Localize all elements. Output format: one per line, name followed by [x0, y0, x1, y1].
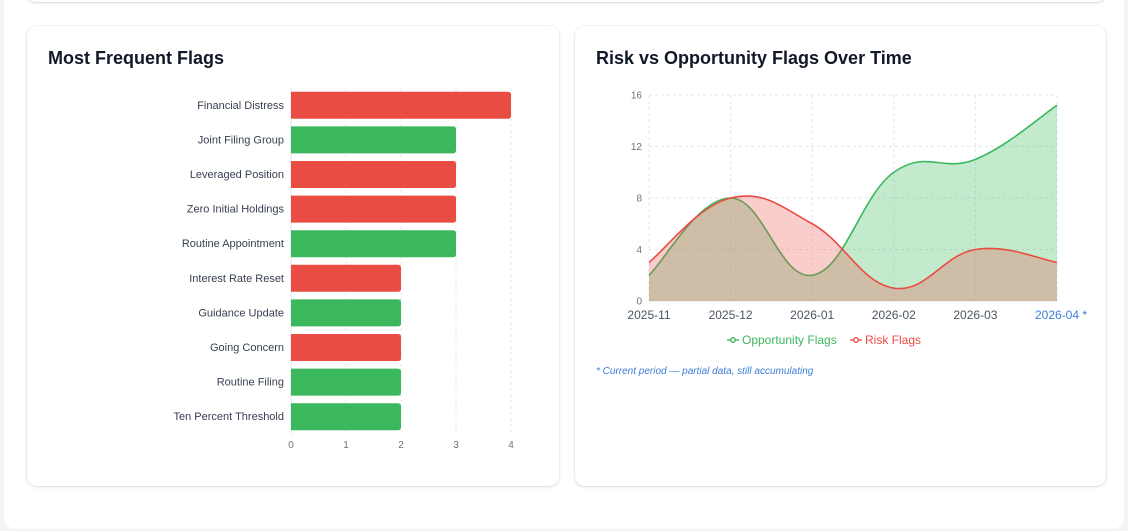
- legend-marker-opportunity-flags: [730, 337, 736, 343]
- bar-ten-percent-threshold[interactable]: [291, 403, 401, 431]
- x-tick-label: 2025-12: [709, 308, 753, 322]
- x-tick-label: 2026-01: [790, 308, 834, 322]
- category-label: Ten Percent Threshold: [174, 411, 284, 423]
- category-label: Routine Appointment: [182, 238, 284, 250]
- opportunity-flags-area: [649, 105, 1057, 301]
- bar-routine-appointment[interactable]: [291, 230, 456, 258]
- y-tick-label: 12: [631, 142, 643, 153]
- bar-guidance-update[interactable]: [291, 299, 401, 327]
- category-label: Joint Filing Group: [198, 134, 284, 146]
- category-label: Financial Distress: [197, 100, 284, 112]
- x-tick-label: 2025-11: [627, 308, 670, 322]
- line-chart-title: Risk vs Opportunity Flags Over Time: [596, 48, 912, 68]
- bar-leveraged-position[interactable]: [291, 161, 456, 188]
- most-frequent-flags-card: Most Frequent Flags 0 1 2 3 4 Financial Distr…: [27, 26, 559, 486]
- x-tick-label: 2026-04 *: [1035, 308, 1087, 322]
- risk-flags-area: [649, 195, 1057, 301]
- x-tick-label: 2026-03: [953, 308, 997, 322]
- area-chart: 0 4 8 12 16 2025-11 2025-12 2026-01 2026-02 2026-…: [627, 91, 1087, 348]
- bar-interest-rate-reset[interactable]: [291, 264, 401, 292]
- x-tick-label: 2026-02: [872, 308, 916, 322]
- bar-routine-filing[interactable]: [291, 368, 401, 396]
- top-card: [26, 0, 1106, 2]
- risk-vs-opportunity-card: Risk vs Opportunity Flags Over Time 0 4 8 1…: [575, 26, 1106, 486]
- bar-chart-title: Most Frequent Flags: [48, 48, 225, 68]
- legend-marker-risk-flags: [853, 337, 859, 343]
- category-label: Guidance Update: [198, 307, 284, 319]
- y-tick-label: 0: [636, 297, 642, 308]
- bar-chart: 0 1 2 3 4 Financial Distress Joint Filing Grou…: [174, 88, 514, 451]
- x-tick-label: 2: [398, 440, 404, 451]
- legend-label-opportunity-flags[interactable]: Opportunity Flags: [742, 333, 837, 347]
- category-label: Going Concern: [210, 342, 284, 354]
- partial-data-note: * Current period — partial data, still a…: [596, 366, 814, 377]
- category-label: Zero Initial Holdings: [187, 204, 285, 216]
- y-tick-label: 8: [636, 194, 642, 205]
- bar-joint-filing-group[interactable]: [291, 126, 456, 154]
- risk-flags-line[interactable]: [648, 195, 1058, 290]
- x-tick-label: 0: [288, 440, 294, 451]
- category-label: Routine Filing: [217, 377, 284, 389]
- category-label: Leveraged Position: [190, 169, 284, 181]
- category-label: Interest Rate Reset: [189, 273, 284, 285]
- legend-label-risk-flags[interactable]: Risk Flags: [865, 333, 921, 347]
- x-tick-label: 1: [343, 440, 349, 451]
- x-tick-label: 3: [453, 440, 459, 451]
- y-tick-label: 16: [631, 91, 643, 102]
- x-tick-label: 4: [508, 440, 514, 451]
- y-tick-label: 4: [636, 245, 642, 256]
- bar-zero-initial-holdings[interactable]: [291, 195, 456, 223]
- opportunity-flags-line[interactable]: [648, 104, 1058, 277]
- bar-going-concern[interactable]: [291, 334, 401, 361]
- bar-financial-distress[interactable]: [291, 91, 511, 119]
